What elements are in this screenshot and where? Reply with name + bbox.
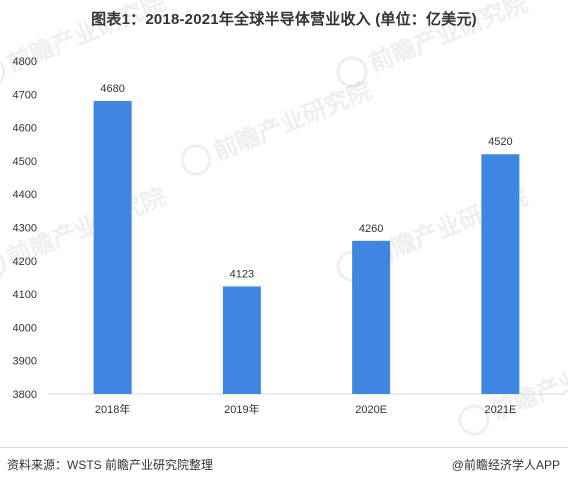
data-labels: 4680 4123 4260 4520	[100, 83, 512, 280]
y-axis: 3800 3900 4000 4100 4200 4300 4400 4500 4600 4700…	[13, 56, 37, 401]
x-tick-label: 2021E	[484, 404, 516, 416]
y-tick-label: 4600	[13, 123, 37, 135]
x-tick-label: 2018年	[95, 402, 130, 416]
data-label: 4520	[488, 136, 512, 148]
y-tick-label: 4400	[13, 189, 37, 201]
y-tick-label: 4500	[13, 156, 37, 168]
bar-2021E	[481, 154, 520, 394]
watermark: 前瞻产业研究院	[0, 0, 170, 88]
svg-text:前瞻产业研究院: 前瞻产业研究院	[209, 77, 375, 166]
y-tick-label: 4100	[13, 289, 37, 301]
y-tick-label: 3900	[13, 356, 37, 368]
y-tick-label: 4000	[13, 322, 37, 334]
source-note: 资料来源：WSTS 前瞻产业研究院整理	[7, 458, 213, 472]
brand-credit: @前瞻经济学人APP	[451, 458, 560, 472]
y-tick-label: 4800	[13, 56, 37, 68]
bar-series	[93, 100, 520, 395]
data-label: 4123	[230, 268, 254, 280]
x-tick-label: 2019年	[224, 402, 259, 416]
y-tick-label: 4200	[13, 256, 37, 268]
data-label: 4680	[100, 83, 124, 95]
x-axis: 2018年 2019年 2020E 2021E	[48, 393, 565, 416]
svg-text:前瞻产业研究院: 前瞻产业研究院	[365, 0, 531, 77]
x-tick-label: 2020E	[355, 404, 387, 416]
bar-2020E	[352, 240, 391, 394]
bar-2019年	[222, 286, 261, 394]
data-label: 4260	[359, 223, 383, 235]
y-tick-label: 4700	[13, 89, 37, 101]
y-tick-label: 4300	[13, 223, 37, 235]
bar-2018年	[93, 100, 132, 395]
y-tick-label: 3800	[13, 389, 37, 401]
chart-title: 图表1：2018-2021年全球半导体营业收入 (单位：亿美元)	[91, 11, 477, 28]
watermark: 前瞻产业研究院	[180, 77, 376, 176]
footer: 资料来源：WSTS 前瞻产业研究院整理 @前瞻经济学人APP	[0, 447, 568, 480]
